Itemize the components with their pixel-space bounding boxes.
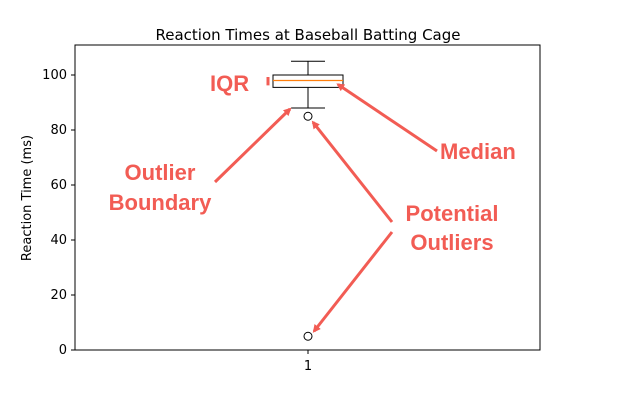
y-axis: 0 20 40 60 80 100 <box>42 68 75 358</box>
box-plot <box>272 60 344 341</box>
y-axis-label: Reaction Time (ms) <box>20 135 35 261</box>
annotations: IQR Median Outlier Boundary Potential Ou… <box>107 69 518 333</box>
outlier-boundary-annotation-line2: Boundary <box>109 190 212 215</box>
y-tick-label: 80 <box>50 123 67 138</box>
y-tick-label: 100 <box>42 68 67 83</box>
outlier-point <box>303 111 313 121</box>
median-arrow <box>336 83 438 153</box>
median-annotation: Median <box>440 139 516 164</box>
x-axis: 1 <box>304 350 312 374</box>
y-tick-label: 40 <box>50 233 67 248</box>
y-tick-label: 0 <box>59 343 67 358</box>
potential-outliers-annotation-line2: Outliers <box>410 230 493 255</box>
x-tick-label: 1 <box>304 359 312 374</box>
outlier-arrow-lower <box>312 231 394 333</box>
chart-title: Reaction Times at Baseball Batting Cage <box>155 26 460 44</box>
y-tick-label: 60 <box>50 178 67 193</box>
outlier-boundary-annotation-line1: Outlier <box>125 160 196 185</box>
iqr-box <box>272 74 344 88</box>
potential-outliers-annotation-line1: Potential <box>406 201 499 226</box>
outlier-arrow-upper <box>311 120 394 223</box>
outlier-point <box>303 331 313 341</box>
outlier-boundary-arrow <box>213 107 292 184</box>
iqr-annotation: IQR <box>210 71 249 96</box>
y-tick-label: 20 <box>50 288 67 303</box>
